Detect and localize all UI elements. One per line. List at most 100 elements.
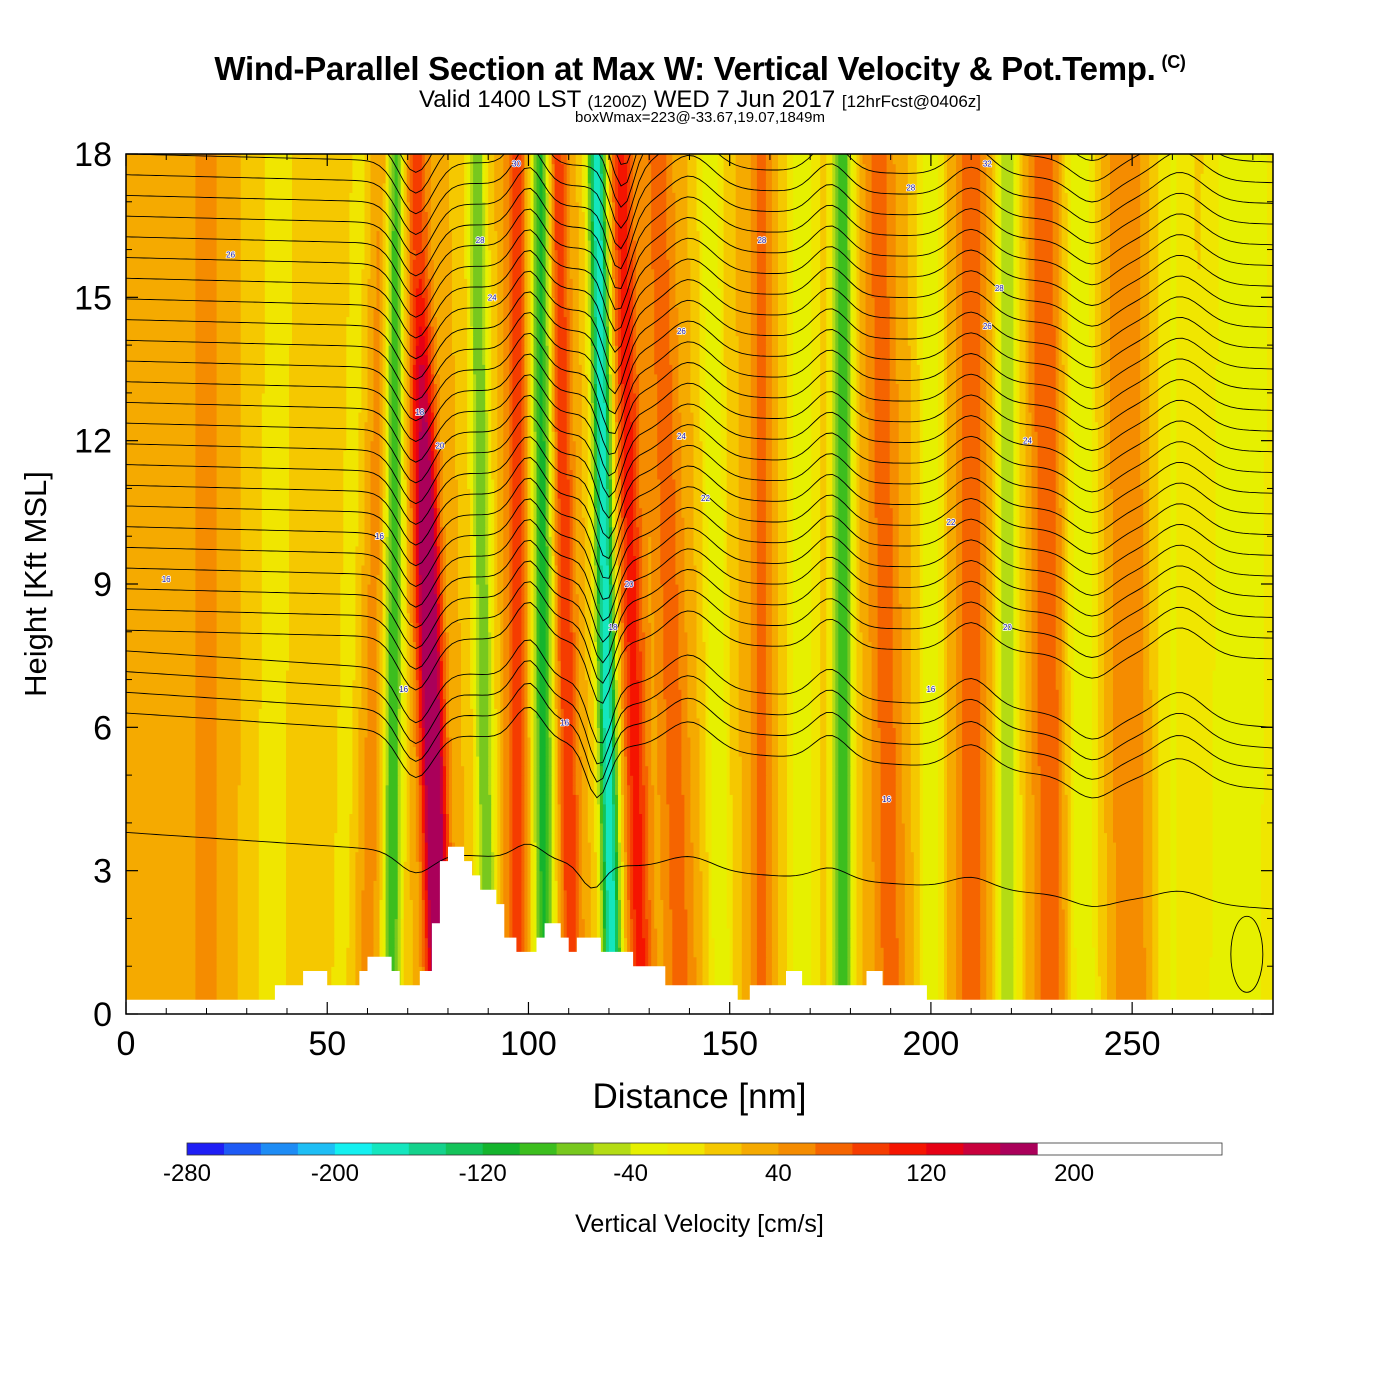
velocity-cell [832,937,836,948]
velocity-cell [711,842,728,853]
velocity-cell [642,861,646,872]
velocity-cell [621,775,625,786]
velocity-cell [630,689,640,700]
velocity-cell [412,698,417,709]
velocity-cell [648,937,652,948]
velocity-cell [1260,937,1273,948]
velocity-cell [1019,765,1027,776]
velocity-cell [563,870,577,881]
velocity-cell [726,803,734,814]
velocity-cell [684,880,695,891]
velocity-cell [811,870,821,881]
velocity-cell [596,717,601,728]
velocity-cell [1176,736,1214,748]
velocity-cell [536,861,541,872]
velocity-cell [605,937,610,948]
velocity-cell [551,698,556,709]
velocity-cell [382,813,387,824]
velocity-cell [947,775,957,786]
velocity-cell [669,851,685,862]
velocity-cell [621,794,625,805]
velocity-cell [1260,842,1273,853]
velocity-cell [1067,899,1072,910]
velocity-cell [922,689,939,700]
velocity-cell [648,842,655,853]
velocity-cell [1152,775,1159,786]
velocity-cell [1091,794,1099,805]
velocity-cell [980,727,987,738]
velocity-cell [1025,765,1033,776]
velocity-cell [615,880,619,891]
velocity-cell [563,832,577,843]
velocity-cell [406,851,411,862]
velocity-cell [657,947,664,958]
velocity-cell [527,908,532,920]
velocity-cell [666,765,682,776]
velocity-cell [847,880,851,891]
velocity-cell [654,784,658,795]
velocity-cell [427,889,444,900]
velocity-cell [835,775,839,786]
velocity-cell [895,861,906,872]
velocity-cell [509,842,513,853]
velocity-cell [512,736,523,748]
velocity-cell [615,775,619,786]
velocity-cell [1116,956,1147,967]
velocity-cell [1016,803,1023,814]
velocity-cell [986,966,993,977]
velocity-cell [892,708,903,719]
velocity-cell [1176,803,1214,814]
velocity-cell [521,765,525,776]
velocity-cell [551,765,556,776]
velocity-cell [947,698,957,709]
velocity-cell [403,966,414,977]
velocity-cell [578,832,583,843]
velocity-cell [838,775,848,786]
velocity-cell [938,698,945,709]
velocity-cell [491,698,495,709]
velocity-cell [403,889,411,900]
velocity-cell [615,899,619,910]
velocity-cell [373,947,381,958]
velocity-cell [1260,985,1273,996]
velocity-cell [536,784,541,795]
velocity-cell [838,956,848,967]
velocity-cell [729,736,740,748]
velocity-cell [403,727,408,738]
velocity-cell [947,851,957,862]
velocity-cell [756,947,767,958]
velocity-cell [624,698,628,709]
velocity-cell [1040,851,1060,862]
velocity-cell [856,698,864,709]
velocity-cell [947,784,957,795]
velocity-cell [521,899,525,910]
velocity-cell [793,756,812,767]
velocity-cell [618,842,622,853]
velocity-cell [850,937,854,948]
velocity-cell [992,851,996,862]
velocity-cell [560,679,574,690]
velocity-cell [853,870,857,881]
velocity-cell [877,708,894,719]
velocity-cell [545,908,550,920]
velocity-cell [388,736,399,748]
velocity-cell [1073,756,1093,767]
velocity-cell [1016,880,1023,891]
velocity-cell [355,937,362,948]
velocity-cell [645,727,652,738]
velocity-cell [406,746,411,757]
velocity-cell [1170,966,1177,977]
velocity-cell [512,937,523,948]
velocity-cell [684,889,695,900]
velocity-cell [442,765,447,776]
velocity-cell [1025,851,1036,862]
velocity-cell [1158,966,1171,977]
velocity-cell [286,822,338,834]
velocity-cell [539,851,547,862]
velocity-cell [1091,784,1099,795]
velocity-cell [412,708,417,719]
velocity-cell [904,899,915,910]
velocity-cell [1143,880,1153,891]
velocity-cell [1091,832,1099,843]
